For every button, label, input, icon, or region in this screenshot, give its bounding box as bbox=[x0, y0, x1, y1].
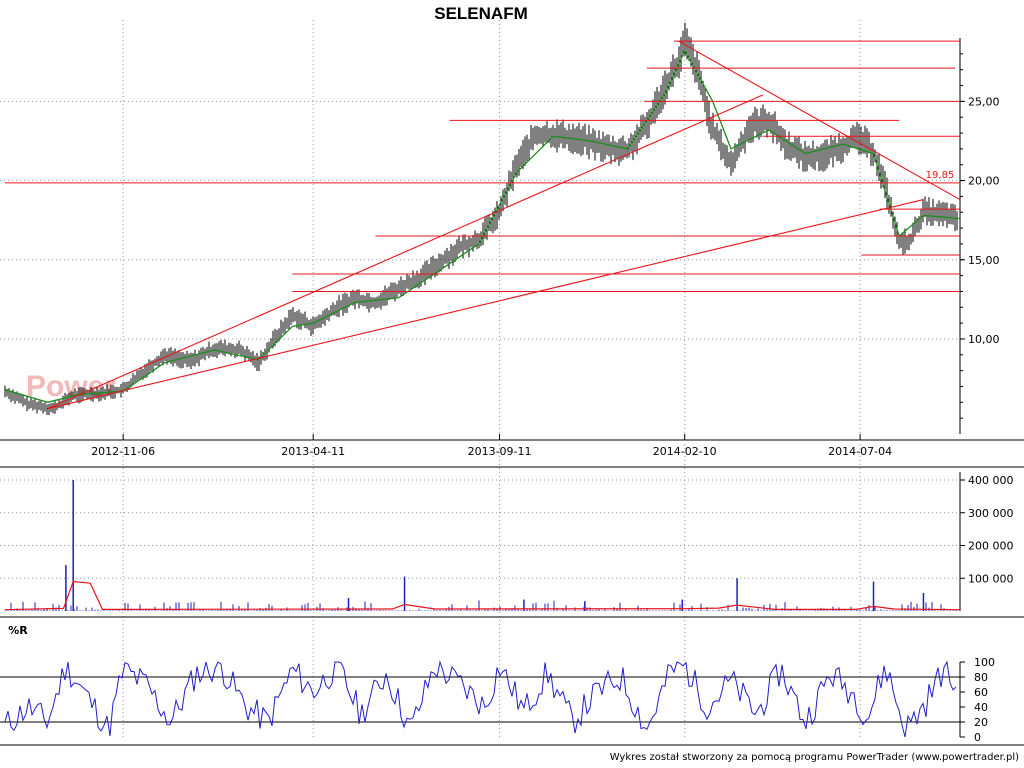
williams-r-tick-label: 20 bbox=[974, 716, 988, 729]
volume-tick-label: 200 000 bbox=[968, 540, 1014, 553]
price-tick-label: 25,00 bbox=[968, 95, 1000, 108]
date-tick-label: 2014-02-10 bbox=[653, 445, 717, 458]
volume-tick-label: 400 000 bbox=[968, 474, 1014, 487]
level-label: 19,85 bbox=[926, 170, 955, 181]
williams-r-panel: 0 20 40 60 80 100 bbox=[0, 656, 995, 744]
williams-r-label: %R bbox=[8, 624, 28, 637]
williams-r-tick-label: 60 bbox=[974, 686, 988, 699]
volume-tick-label: 100 000 bbox=[968, 572, 1014, 585]
trendline bbox=[47, 94, 763, 410]
date-tick-label: 2012-11-06 bbox=[91, 445, 155, 458]
trendline bbox=[678, 40, 961, 201]
volume-panel: 100 000 200 000 300 000 400 000 bbox=[0, 472, 1024, 618]
date-tick-label: 2014-07-04 bbox=[828, 445, 892, 458]
date-tick-label: 2013-04-11 bbox=[281, 445, 345, 458]
trendline bbox=[47, 199, 924, 410]
volume-average-line bbox=[4, 580, 961, 611]
moving-average-line bbox=[4, 49, 961, 403]
williams-r-tick-label: 0 bbox=[974, 731, 981, 744]
williams-r-tick-label: 100 bbox=[974, 656, 995, 669]
footer-credit: Wykres został stworzony za pomocą progra… bbox=[610, 752, 1019, 763]
williams-r-tick-label: 40 bbox=[974, 701, 988, 714]
volume-bars bbox=[4, 480, 957, 611]
chart-title: SELENAFM bbox=[434, 4, 528, 23]
price-tick-label: 15,00 bbox=[968, 254, 1000, 267]
date-tick-label: 2013-09-11 bbox=[468, 445, 532, 458]
williams-r-tick-label: 80 bbox=[974, 671, 988, 684]
williams-r-line bbox=[4, 660, 957, 738]
price-tick-label: 10,00 bbox=[968, 333, 1000, 346]
price-panel: 10,00 15,00 20,00 25,00 2012-11-06 2013-04-11… bbox=[0, 20, 1024, 740]
volume-tick-label: 300 000 bbox=[968, 507, 1014, 520]
price-tick-label: 20,00 bbox=[968, 175, 1000, 188]
